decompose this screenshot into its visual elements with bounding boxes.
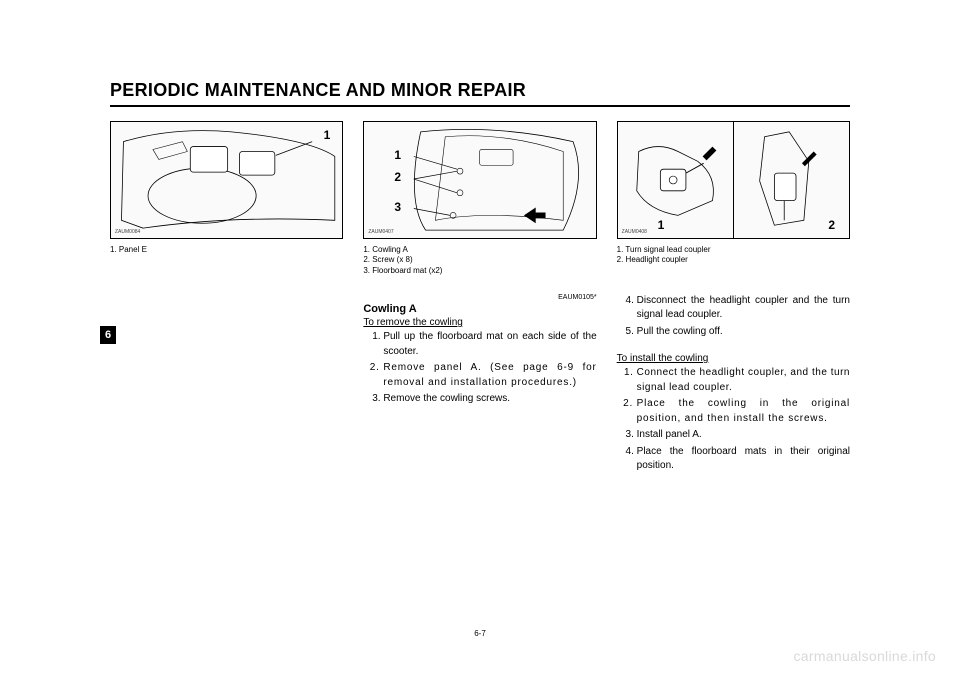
watermark: carmanualsonline.info — [794, 648, 937, 664]
callout-3: 3 — [394, 200, 401, 214]
step-item: Pull up the floorboard mat on each side … — [383, 330, 596, 359]
subheading: To install the cowling — [617, 353, 850, 364]
column-3: 1 2 ZAUM0408 1. Turn signal le — [617, 121, 850, 476]
install-steps: Connect the headlight coupler, and the t… — [637, 366, 850, 476]
section-heading: Cowling A — [363, 303, 596, 315]
figure-couplers: 1 2 ZAUM0408 — [617, 121, 850, 239]
step-item: Place the cowling in the original positi… — [637, 397, 850, 426]
step-item: Connect the headlight coupler, and the t… — [637, 366, 850, 395]
manual-page: PERIODIC MAINTENANCE AND MINOR REPAIR 1 … — [0, 0, 960, 678]
legend-item: 2. Screw (x 8) — [363, 255, 596, 265]
legend-item: 1. Cowling A — [363, 245, 596, 255]
figure-legend: 1. Turn signal lead coupler 2. Headlight… — [617, 245, 850, 266]
page-title: PERIODIC MAINTENANCE AND MINOR REPAIR — [110, 80, 850, 107]
eau-code: EAUM0105* — [363, 294, 596, 301]
step-item: Pull the cowling off. — [637, 325, 850, 340]
figure-cowling-a: 1 2 3 ZAUM0407 — [363, 121, 596, 239]
callout-2: 2 — [828, 218, 835, 232]
callout-2: 2 — [394, 170, 401, 184]
callout-1: 1 — [324, 128, 331, 142]
legend-item: 1. Turn signal lead coupler — [617, 245, 850, 255]
figure-turn-signal-coupler: 1 — [618, 122, 734, 238]
legend-item: 2. Headlight coupler — [617, 255, 850, 265]
callout-1: 1 — [394, 148, 401, 162]
page-number: 6-7 — [474, 629, 486, 638]
figure-headlight-coupler: 2 — [734, 122, 849, 238]
figure-code: ZAUM0084 — [115, 229, 140, 235]
remove-steps: Pull up the floorboard mat on each side … — [383, 330, 596, 409]
legend-item: 3. Floorboard mat (x2) — [363, 266, 596, 276]
panel-e-illustration — [111, 122, 342, 238]
figure-legend: 1. Cowling A 2. Screw (x 8) 3. Floorboar… — [363, 245, 596, 276]
column-1: 1 ZAUM0084 1. Panel E — [110, 121, 343, 476]
step-item: Disconnect the headlight coupler and the… — [637, 294, 850, 323]
content-columns: 1 ZAUM0084 1. Panel E — [110, 121, 850, 476]
step-item: Remove panel A. (See page 6-9 for remova… — [383, 361, 596, 390]
figure-panel-e: 1 ZAUM0084 — [110, 121, 343, 239]
legend-item: 1. Panel E — [110, 245, 343, 255]
figure-code: ZAUM0407 — [368, 229, 393, 235]
step-item: Place the floorboard mats in their origi… — [637, 445, 850, 474]
figure-code: ZAUM0408 — [622, 229, 647, 235]
remove-steps-cont: Disconnect the headlight coupler and the… — [637, 294, 850, 342]
figure-legend: 1. Panel E — [110, 245, 343, 255]
column-2: 1 2 3 ZAUM0407 1. Cowling A 2. Screw (x … — [363, 121, 596, 476]
chapter-tab: 6 — [100, 326, 116, 344]
callout-1: 1 — [658, 218, 665, 232]
step-item: Install panel A. — [637, 428, 850, 443]
subheading: To remove the cowling — [363, 317, 596, 328]
step-item: Remove the cowling screws. — [383, 392, 596, 407]
